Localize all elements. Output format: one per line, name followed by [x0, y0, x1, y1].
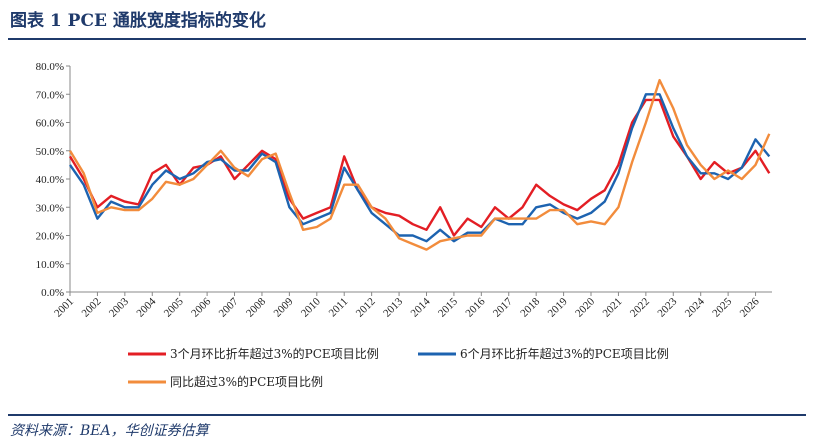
y-tick-label: 20.0% [36, 231, 64, 243]
x-tick-label: 2024 [683, 295, 707, 319]
x-tick-label: 2017 [491, 295, 515, 319]
x-tick-label: 2014 [409, 295, 433, 319]
y-tick-label: 60.0% [36, 118, 64, 130]
x-tick-label: 2005 [162, 295, 186, 319]
title-rule [8, 38, 806, 40]
y-tick-label: 50.0% [36, 146, 64, 158]
x-tick-label: 2003 [107, 295, 131, 319]
x-tick-label: 2020 [573, 295, 597, 319]
x-tick-label: 2022 [628, 296, 652, 320]
x-tick-label: 2021 [601, 296, 625, 320]
pce-breadth-chart: 0.0% 10.0% 20.0% 30.0% 40.0% 50.0% 60.0% 70.0% 8… [36, 61, 772, 389]
x-tick-label: 2012 [354, 296, 378, 320]
x-tick-label: 2025 [710, 295, 734, 319]
y-tick-label: 70.0% [36, 89, 64, 101]
x-tick-label: 2008 [244, 295, 268, 319]
y-tick-label: 30.0% [36, 202, 64, 214]
x-tick-label: 2010 [299, 295, 323, 319]
series-line-3 [68, 78, 771, 251]
legend-label-1: 3个月环比折年超过3%的PCE项目比例 [170, 346, 379, 361]
x-tick-label: 2015 [436, 295, 460, 319]
y-tick-label: 40.0% [36, 174, 64, 186]
figure-title: 图表 1 PCE 通胀宽度指标的变化 [10, 11, 266, 31]
legend-label-2: 6个月环比折年超过3%的PCE项目比例 [460, 346, 669, 361]
source-rule [8, 414, 806, 416]
x-tick-label: 2019 [546, 295, 570, 319]
x-tick-label: 2013 [381, 295, 405, 319]
x-tick-label: 2006 [189, 295, 213, 319]
x-tick-label: 2026 [738, 295, 762, 319]
x-tick-label: 2011 [327, 296, 351, 320]
x-tick-label: 2023 [655, 295, 679, 319]
x-tick-label: 2007 [217, 295, 241, 319]
y-tick-label: 80.0% [36, 61, 64, 73]
x-tick-label: 2001 [52, 296, 76, 320]
x-tick-label: 2018 [518, 295, 542, 319]
x-tick-label: 2004 [134, 295, 158, 319]
y-tick-label: 0.0% [41, 287, 64, 299]
source-note: 资料来源：BEA，华创证券估算 [10, 423, 209, 439]
x-tick-label: 2016 [463, 295, 487, 319]
series-line-2 [69, 93, 771, 243]
x-tick-label: 2009 [271, 295, 295, 319]
series-line-1 [68, 98, 771, 237]
legend-label-3: 同比超过3%的PCE项目比例 [170, 374, 323, 389]
y-tick-label: 10.0% [36, 259, 64, 271]
x-tick-label: 2002 [80, 296, 104, 320]
